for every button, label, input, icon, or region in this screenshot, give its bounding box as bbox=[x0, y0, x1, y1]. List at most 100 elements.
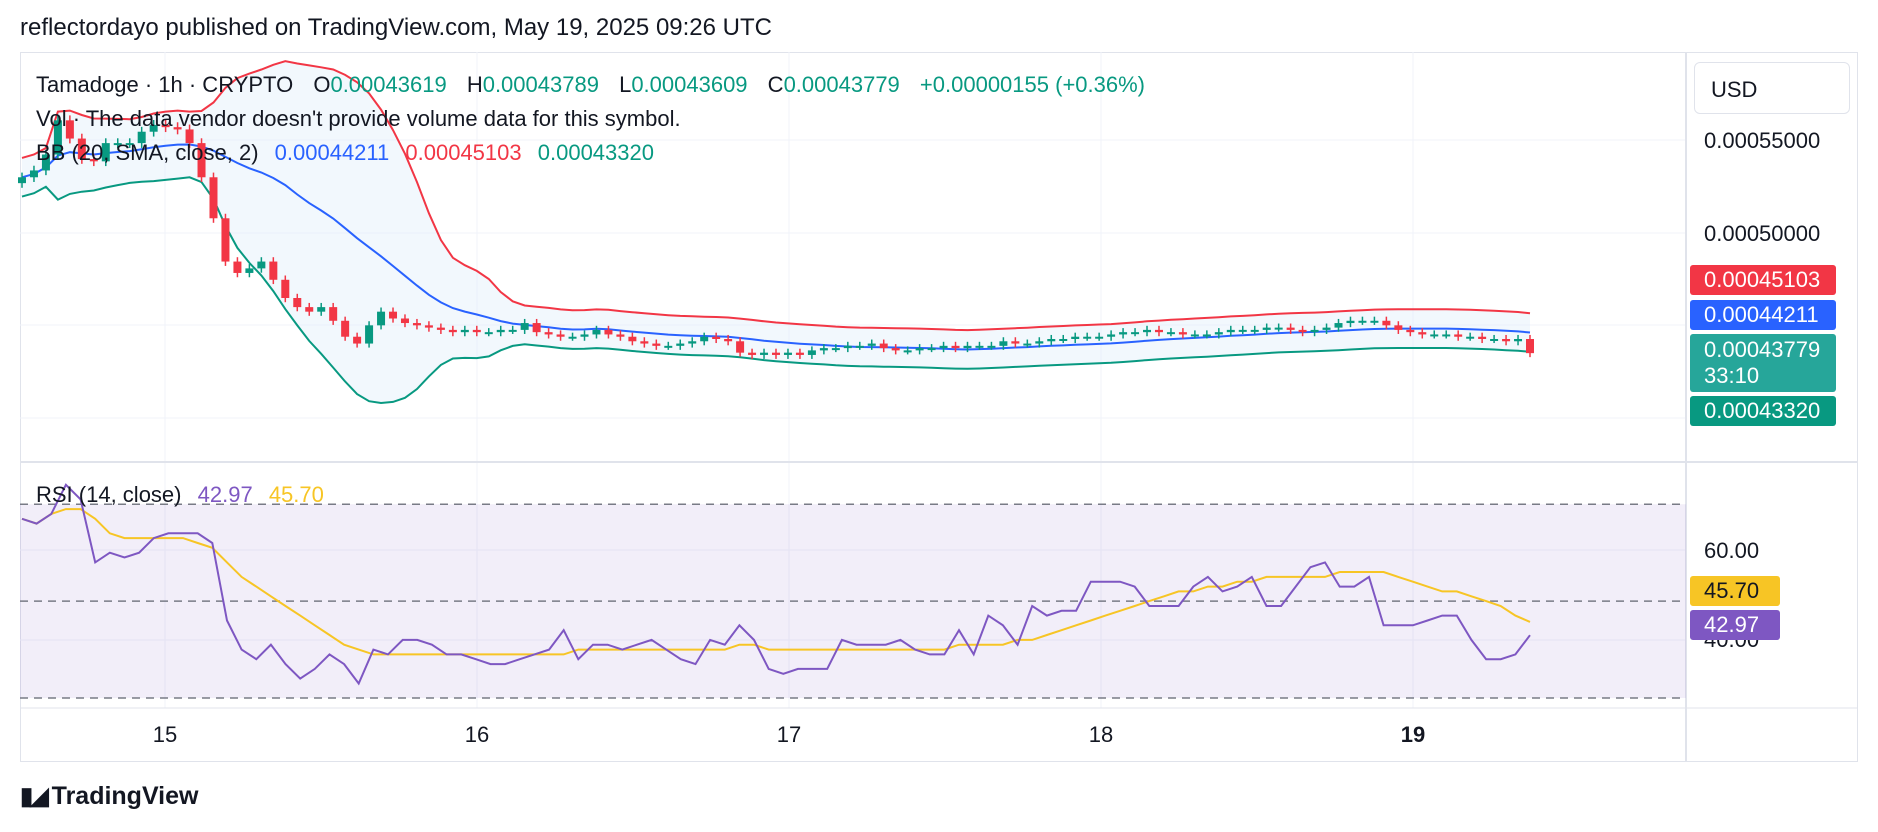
candle-body bbox=[53, 120, 62, 155]
candle-body bbox=[544, 332, 553, 335]
price-tick-label: 0.00055000 bbox=[1704, 128, 1821, 153]
candle-body bbox=[89, 159, 98, 162]
candle-body bbox=[1430, 334, 1439, 337]
x-tick-label: 17 bbox=[777, 722, 801, 747]
high-value: 0.00043789 bbox=[482, 72, 599, 97]
candle-body bbox=[149, 124, 158, 132]
close-value: 0.00043779 bbox=[783, 72, 900, 97]
candle-body bbox=[520, 323, 529, 330]
candle-body bbox=[1346, 320, 1355, 324]
x-axis-ticks: 15 16 17 18 19 bbox=[153, 722, 1425, 747]
candle-body bbox=[1418, 332, 1427, 335]
bb-upper-value: 0.00045103 bbox=[405, 140, 522, 165]
candle-body bbox=[436, 327, 445, 330]
candle-body bbox=[772, 352, 780, 355]
candle-body bbox=[1478, 336, 1487, 339]
candle-body bbox=[305, 307, 314, 312]
candle-body bbox=[1322, 327, 1331, 330]
rsi-legend[interactable]: RSI (14, close) 42.97 45.70 bbox=[36, 482, 324, 508]
x-tick-label: 19 bbox=[1401, 722, 1425, 747]
bollinger-lower-line bbox=[21, 176, 1531, 405]
bb-upper-tag: 0.00045103 bbox=[1690, 265, 1836, 295]
candle-body bbox=[652, 343, 661, 346]
bollinger-band-fill bbox=[22, 61, 1530, 403]
candle-body bbox=[556, 334, 565, 337]
last-price-tag: 0.00043779 33:10 bbox=[1690, 334, 1836, 392]
candle-body bbox=[1166, 332, 1175, 335]
brand-name: TradingView bbox=[51, 782, 199, 810]
rsi-tag: 42.97 bbox=[1690, 610, 1780, 640]
candle-body bbox=[1454, 334, 1463, 337]
candle-body bbox=[1394, 325, 1403, 330]
candle-body bbox=[496, 329, 505, 333]
candle-body bbox=[424, 325, 433, 328]
candle-body bbox=[221, 218, 230, 262]
bb-lower-value: 0.00043320 bbox=[537, 140, 654, 165]
candle-body bbox=[1011, 341, 1020, 344]
x-tick-label: 18 bbox=[1089, 722, 1113, 747]
candle-body bbox=[484, 332, 493, 335]
candle-body bbox=[1274, 327, 1283, 330]
candle-body bbox=[783, 352, 792, 355]
candle-body bbox=[879, 343, 888, 349]
bb-legend[interactable]: BB (20, SMA, close, 2) 0.00044211 0.0004… bbox=[36, 140, 654, 166]
low-value: 0.00043609 bbox=[631, 72, 748, 97]
candle-body bbox=[939, 345, 948, 349]
candle-body bbox=[1250, 329, 1259, 332]
candle-body bbox=[676, 343, 685, 346]
candle-body bbox=[1131, 332, 1140, 335]
bb-basis-tag: 0.00044211 bbox=[1690, 300, 1836, 330]
candle-body bbox=[831, 348, 840, 351]
candle-body bbox=[1370, 320, 1379, 323]
candle-body bbox=[472, 329, 481, 333]
rsi-ma-value: 45.70 bbox=[268, 482, 324, 507]
candle-body bbox=[532, 323, 541, 333]
candle-body bbox=[65, 120, 74, 139]
candle-body bbox=[1143, 329, 1152, 333]
tradingview-logo[interactable]: ▮◢ TradingView bbox=[20, 782, 198, 811]
candle-body bbox=[389, 311, 398, 319]
open-label: O bbox=[313, 72, 331, 97]
candle-body bbox=[843, 345, 852, 349]
candle-body bbox=[460, 329, 469, 333]
candle-body bbox=[1214, 332, 1223, 335]
candle-body bbox=[640, 341, 649, 344]
candle-body bbox=[724, 339, 733, 342]
currency-button[interactable]: USD bbox=[1694, 62, 1850, 114]
candle-body bbox=[1178, 332, 1187, 335]
grid-lines bbox=[20, 52, 1686, 708]
candle-body bbox=[1286, 327, 1295, 330]
candle-body bbox=[197, 143, 206, 178]
candle-body bbox=[1406, 329, 1415, 333]
candle-body bbox=[412, 323, 421, 326]
rsi-label: RSI (14, close) bbox=[36, 482, 182, 507]
candle-body bbox=[1262, 327, 1271, 330]
candle-body bbox=[568, 336, 577, 339]
candle-body bbox=[664, 345, 673, 348]
candle-body bbox=[185, 129, 194, 144]
change-value: +0.00000155 (+0.36%) bbox=[919, 72, 1145, 97]
candle-body bbox=[161, 124, 170, 128]
symbol-title[interactable]: Tamadoge · 1h · CRYPTO bbox=[36, 72, 294, 97]
rsi-ma-tag: 45.70 bbox=[1690, 576, 1780, 606]
candle-body bbox=[616, 334, 625, 337]
candle-body bbox=[1059, 339, 1068, 341]
bollinger-basis-line bbox=[21, 143, 1531, 351]
candle-body bbox=[29, 170, 38, 178]
candle-body bbox=[903, 350, 912, 353]
candle-body bbox=[688, 341, 697, 344]
candle-body bbox=[101, 143, 110, 162]
candle-body bbox=[365, 325, 374, 344]
publisher-header: reflectordayo published on TradingView.c… bbox=[20, 14, 772, 41]
high-label: H bbox=[466, 72, 483, 97]
candle-body bbox=[736, 341, 745, 353]
candle-body bbox=[448, 329, 457, 333]
candle-body bbox=[1442, 334, 1451, 337]
candle-body bbox=[137, 131, 146, 144]
candle-body bbox=[281, 279, 290, 298]
x-tick-label: 16 bbox=[465, 722, 489, 747]
bollinger-upper-line bbox=[21, 60, 1531, 332]
candle-body bbox=[125, 143, 134, 146]
bb-label: BB (20, SMA, close, 2) bbox=[36, 140, 259, 165]
